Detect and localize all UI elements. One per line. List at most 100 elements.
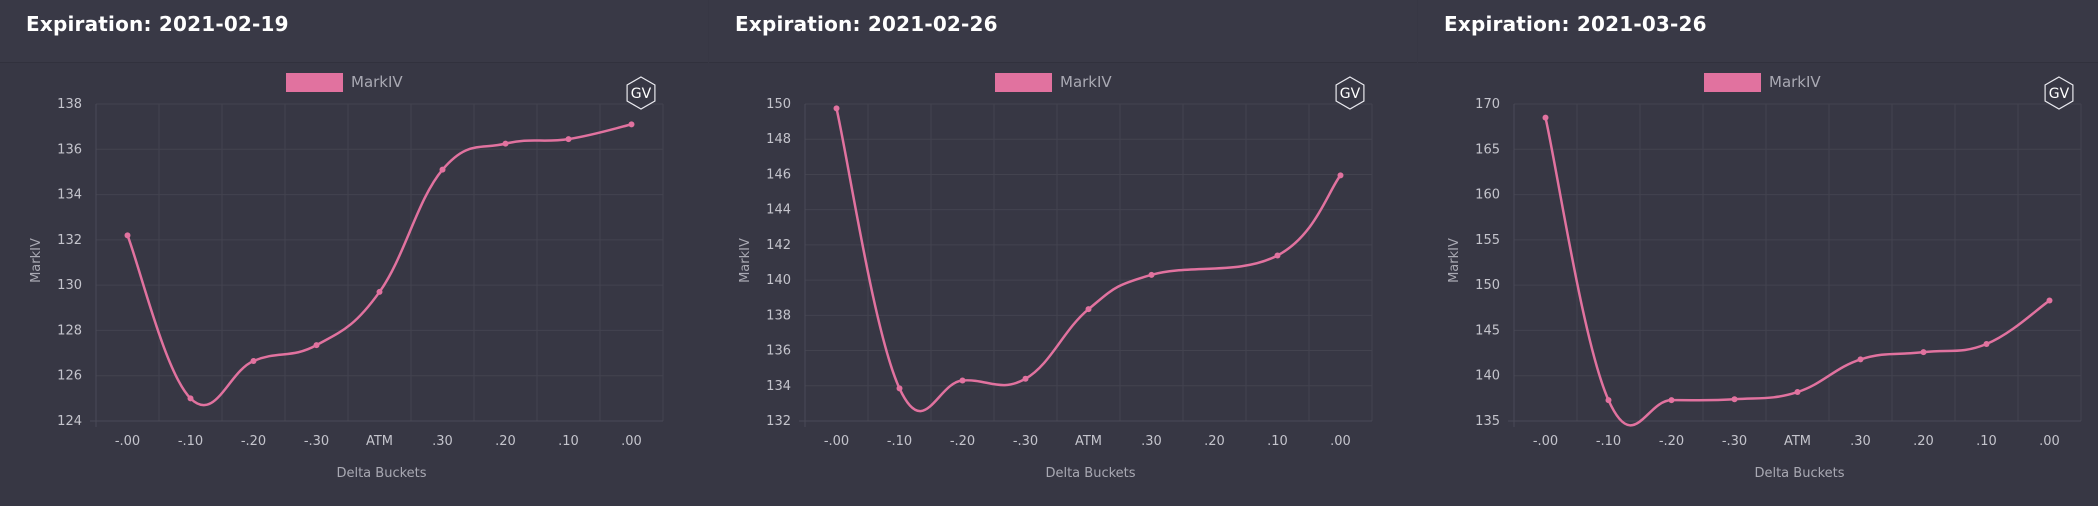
y-tick-label: 150 [1475,278,1500,293]
x-tick-label: .30 [1141,434,1162,449]
data-point[interactable] [1085,306,1092,313]
data-point[interactable] [1337,172,1344,179]
y-tick-label: 170 [1475,97,1500,112]
hexagon-icon [1335,76,1365,110]
x-tick-label: .20 [1913,434,1934,449]
panel-title: Expiration: 2021-02-26 [735,12,998,36]
data-point[interactable] [250,357,257,364]
chart-panel-1: Expiration: 2021-02-19 124 126 128 130 132 13… [0,0,708,506]
data-point[interactable] [1274,252,1281,259]
data-point[interactable] [1148,271,1155,278]
gv-badge[interactable]: GV [626,76,656,110]
y-axis-title: MarkIV [29,238,44,283]
x-tick-label: .10 [1267,434,1288,449]
data-point[interactable] [124,232,131,239]
grid [1513,103,2082,422]
markiv-line-chart: 135 140 145 150 155 160 165 170 -.00 -.10 -.20 -.30… [1447,73,2082,481]
x-tick-label: .30 [432,434,453,449]
x-tick-label: -.20 [241,434,266,449]
data-point[interactable] [896,385,903,392]
series-line-markiv [835,108,1342,413]
y-axis-title: MarkIV [1447,238,1462,283]
gv-badge[interactable]: GV [1335,76,1365,110]
gv-badge[interactable]: GV [2044,76,2074,110]
data-point[interactable] [1542,114,1549,121]
panel-header: Expiration: 2021-03-26 [1418,0,2098,63]
data-point[interactable] [628,121,635,128]
data-point[interactable] [1857,356,1864,363]
y-tick-label: 144 [766,203,791,218]
y-tick-label: 140 [1475,369,1500,384]
data-point[interactable] [833,105,840,112]
x-tick-label: -.20 [950,434,975,449]
x-tick-label: ATM [1784,434,1811,449]
y-tick-label: 126 [57,369,82,384]
x-tick-label: -.00 [824,434,849,449]
data-point[interactable] [187,395,194,402]
panel-title: Expiration: 2021-02-19 [26,12,289,36]
legend-label: MarkIV [351,73,403,91]
x-tick-label: .20 [1204,434,1225,449]
x-tick-label: -.10 [887,434,912,449]
y-axis-title: MarkIV [738,238,753,283]
x-axis-title: Delta Buckets [1754,466,1844,481]
x-tick-label: -.30 [1013,434,1038,449]
x-axis-title: Delta Buckets [336,466,426,481]
legend-label: MarkIV [1769,73,1821,91]
data-point[interactable] [313,342,320,349]
legend-swatch [995,73,1052,92]
data-point[interactable] [1605,397,1612,404]
data-point[interactable] [565,136,572,143]
markiv-line-chart: 124 126 128 130 132 134 136 138 -.00 -.10 -.20 -.30… [29,73,664,481]
y-tick-label: 140 [766,273,791,288]
y-tick-label: 130 [57,278,82,293]
markiv-line-chart: 132 134 136 138 140 142 144 146 148 150 -.00 -.10 -.… [738,73,1373,481]
y-tick-label: 150 [766,97,791,112]
legend-swatch [1704,73,1761,92]
panel-title: Expiration: 2021-03-26 [1444,12,1707,36]
series-line-markiv [126,123,632,407]
x-tick-label: -.00 [115,434,140,449]
chart-panel-2: Expiration: 2021-02-26 132 134 136 138 140 14… [709,0,1417,506]
y-tick-label: 142 [766,238,791,253]
x-tick-label: -.00 [1533,434,1558,449]
data-point[interactable] [376,288,383,295]
legend[interactable]: MarkIV [995,73,1112,92]
gv-badge-label: GV [1340,86,1361,102]
panel-header: Expiration: 2021-02-19 [0,0,708,63]
x-tick-label: -.20 [1659,434,1684,449]
legend-swatch [286,73,343,92]
legend-label: MarkIV [1060,73,1112,91]
data-point[interactable] [1983,341,1990,348]
y-tick-label: 132 [766,414,791,429]
data-point[interactable] [1920,349,1927,356]
y-tick-label: 134 [57,188,82,203]
data-point[interactable] [439,166,446,173]
series-line-markiv [1544,117,2051,427]
data-point[interactable] [1731,396,1738,403]
data-point[interactable] [1668,397,1675,404]
data-point[interactable] [2046,297,2053,304]
data-point[interactable] [1794,389,1801,396]
x-tick-label: .00 [1330,434,1351,449]
y-tick-label: 138 [57,97,82,112]
hexagon-icon [2044,76,2074,110]
data-point[interactable] [959,377,966,384]
panel-header: Expiration: 2021-02-26 [709,0,1417,63]
x-tick-label: .10 [558,434,579,449]
hexagon-icon [626,76,656,110]
y-tick-label: 148 [766,132,791,147]
y-tick-label: 124 [57,414,82,429]
data-point[interactable] [502,140,509,147]
y-tick-label: 138 [766,308,791,323]
legend[interactable]: MarkIV [1704,73,1821,92]
legend[interactable]: MarkIV [286,73,403,92]
x-axis-title: Delta Buckets [1045,466,1135,481]
y-tick-label: 136 [57,142,82,157]
y-tick-label: 155 [1475,233,1500,248]
x-tick-label: ATM [1075,434,1102,449]
grid [95,103,664,422]
data-point[interactable] [1022,375,1029,382]
y-tick-label: 132 [57,233,82,248]
y-tick-label: 136 [766,344,791,359]
